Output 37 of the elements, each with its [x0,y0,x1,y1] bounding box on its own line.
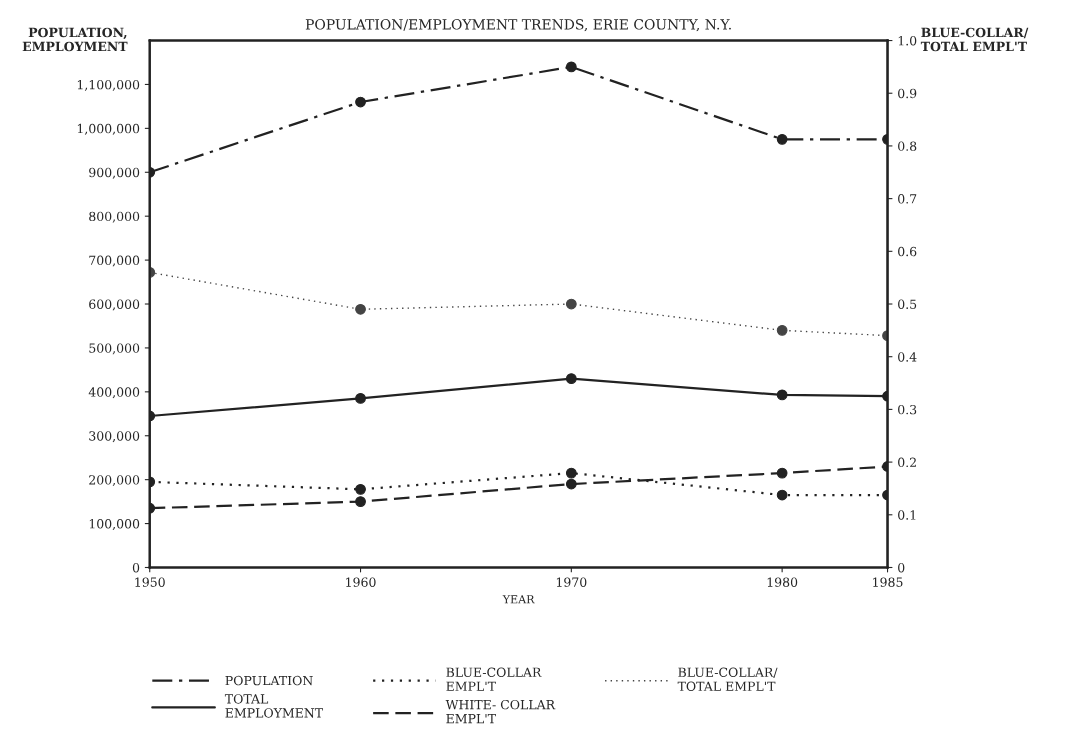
y2-tick-label: 0.9 [898,88,917,99]
y2-tick-label: 0.5 [898,299,917,309]
legend-label: WHITE- COLLAR EMPL'T [445,699,556,724]
legend-label: BLUE-COLLAR/ TOTAL EMPL'T [677,667,778,691]
y-tick-label: 800,000 [89,211,140,223]
legend-label: POPULATION [225,675,313,686]
chart-title: POPULATION/EMPLOYMENT TRENDS, ERIE COUNTY, N.Y. [305,19,731,32]
legend-label: TOTAL EMPLOYMENT [224,694,324,718]
x-tick-label: 1985 [873,577,903,587]
y2-tick-label: 0 [898,562,905,573]
y2-tick-label: 0.1 [898,510,916,520]
y2-tick-label: 0.7 [898,194,917,204]
y-tick-label: 1,000,000 [77,123,140,135]
x-tick-label: 1950 [135,577,165,587]
y-tick-label: 600,000 [89,299,140,311]
x-axis-title: YEAR [502,595,535,604]
y-tick-label: 300,000 [89,431,140,443]
y-tick-label: 200,000 [89,475,140,487]
y2-tick-label: 0.4 [898,352,917,362]
y-tick-label: 900,000 [89,167,140,179]
y-tick-label: 700,000 [89,255,140,267]
y-axis-title: POPULATION, EMPLOYMENT [22,27,128,52]
x-tick-label: 1960 [346,577,376,587]
y-tick-label: 0 [132,562,140,573]
y2-tick-label: 0.3 [898,404,917,415]
y-tick-label: 100,000 [89,519,140,531]
x-tick-label: 1980 [767,577,798,587]
legend-label: BLUE-COLLAR EMPL'T [446,667,542,691]
y-tick-label: 500,000 [89,343,140,355]
x-tick-label: 1970 [556,577,587,587]
y2-tick-label: 0.8 [898,141,917,151]
y2-tick-label: 0.2 [898,457,916,468]
y-tick-label: 400,000 [88,387,140,399]
y2-tick-label: 1.0 [898,36,917,46]
y-tick-label: 1,100,000 [77,79,140,91]
y2-axis-title: BLUE-COLLAR/ TOTAL EMPL'T [920,27,1029,52]
y2-tick-label: 0.6 [898,246,917,257]
